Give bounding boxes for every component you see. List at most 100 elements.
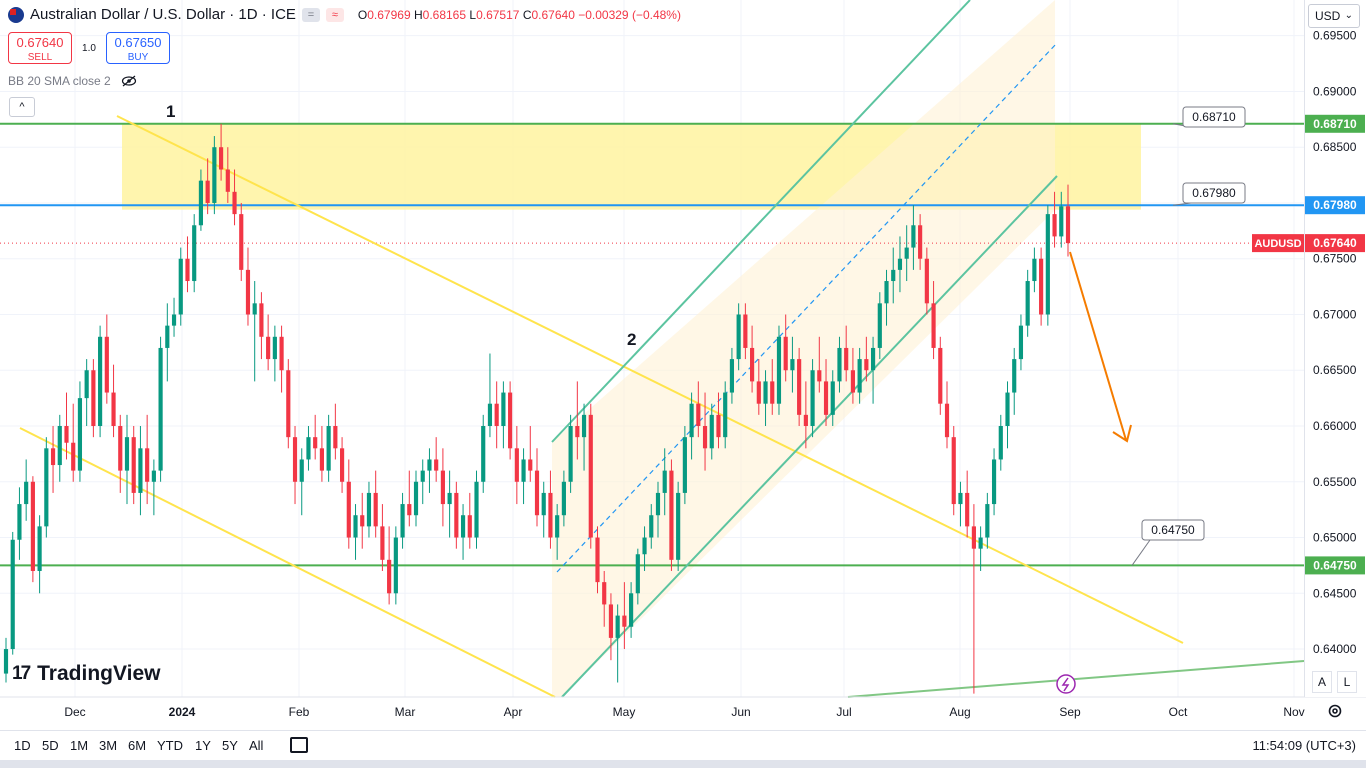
price-axis[interactable]: 0.64000 0.64500 0.65000 0.65500 0.66000 0.665… — [1304, 0, 1366, 697]
period-1y[interactable]: 1Y — [195, 738, 211, 753]
candle-body — [266, 336, 271, 360]
candle-body — [306, 437, 311, 460]
candle-body — [427, 459, 432, 471]
candle-body — [830, 381, 835, 415]
price-callout-box — [1141, 519, 1205, 541]
candle-body — [924, 258, 929, 304]
candle-body — [568, 426, 573, 482]
candle-body — [1025, 281, 1030, 326]
candle-body — [138, 448, 143, 493]
period-3m[interactable]: 3M — [99, 738, 118, 753]
candle-body — [467, 515, 472, 538]
candle-body — [77, 398, 83, 471]
candle-body — [151, 470, 156, 482]
candle-body — [84, 370, 89, 399]
candle-body — [252, 303, 257, 315]
candle-body — [716, 414, 721, 438]
period-1m[interactable]: 1M — [70, 738, 89, 753]
sell-button[interactable]: 0.67640 SELL — [8, 32, 72, 64]
time-tick-label: Sep — [1059, 705, 1081, 719]
period-6m[interactable]: 6M — [128, 738, 147, 753]
lightning-glyph — [1061, 677, 1070, 692]
period-5y[interactable]: 5Y — [222, 738, 238, 753]
candle-body — [944, 403, 950, 438]
symbol-title[interactable]: Australian Dollar / U.S. Dollar · 1D · I… — [30, 6, 296, 23]
candle-body — [454, 492, 459, 538]
clock-readout[interactable]: 11:54:09 (UTC+3) — [1252, 738, 1356, 753]
candle-body — [723, 392, 728, 438]
channel-upper-line — [551, 0, 971, 443]
candle-body — [131, 437, 136, 493]
candle-body — [508, 392, 513, 449]
time-tick-label: Mar — [395, 705, 416, 719]
candle-body — [736, 314, 741, 360]
candle-body — [501, 392, 506, 427]
low-value: 0.67517 — [476, 7, 520, 22]
period-5d[interactable]: 5D — [42, 738, 59, 753]
eye-hidden-icon[interactable] — [121, 75, 137, 87]
price-callout-text: 0.68710 — [1192, 110, 1236, 124]
candle-body — [581, 414, 587, 438]
projection-arrow-line — [1069, 251, 1127, 441]
collapse-legend-button[interactable]: ^ — [9, 97, 35, 117]
candle-body — [346, 481, 351, 538]
candle-body — [232, 191, 237, 215]
candle-body — [1045, 214, 1050, 315]
candle-body — [797, 359, 802, 415]
candle-body — [286, 370, 291, 438]
wave-label-2: 2 — [627, 330, 636, 349]
period-all[interactable]: All — [249, 738, 264, 753]
candle-body — [642, 537, 647, 555]
buy-button[interactable]: 0.67650 BUY — [106, 32, 170, 64]
calendar-icon[interactable] — [290, 737, 308, 753]
source-toggle-button[interactable]: = — [301, 7, 320, 22]
candle-body — [373, 492, 378, 527]
open-label: O — [357, 7, 368, 22]
candle-body — [884, 281, 889, 304]
candle-body — [474, 481, 479, 538]
compare-toggle-button[interactable]: ≈ — [325, 7, 344, 22]
ohlc-readout: O0.67969 H0.68165 L0.67517 C0.67640 −0.0… — [358, 8, 681, 22]
brand-name: TradingView — [37, 662, 161, 685]
period-ytd[interactable]: YTD — [157, 738, 183, 753]
chart-canvas[interactable]: 1 2 0.68710 0.67980 0.64750 AUDUSD Dec 2024 Feb… — [0, 0, 1366, 730]
price-axis-tag — [1305, 196, 1365, 215]
gear-icon[interactable] — [1327, 703, 1343, 719]
price-tick-label: 0.65500 — [1313, 475, 1357, 489]
candle-body — [1052, 214, 1057, 237]
candle-body — [709, 414, 714, 449]
auto-scale-button[interactable]: A — [1312, 671, 1332, 693]
change-value: −0.00329 (−0.48%) — [578, 7, 681, 22]
candle-body — [561, 481, 566, 516]
candle-body — [158, 347, 163, 471]
time-tick-label: Aug — [949, 705, 970, 719]
candle-body — [24, 481, 29, 505]
log-scale-button[interactable]: L — [1337, 671, 1357, 693]
candle-body — [3, 649, 9, 674]
candle-body — [649, 515, 654, 538]
projection-arrow-head — [1112, 424, 1132, 443]
candle-body — [1018, 325, 1024, 360]
indicator-legend[interactable]: BB 20 SMA close 2 — [8, 74, 137, 88]
price-axis-tag — [1305, 114, 1365, 133]
candle-body — [662, 470, 667, 493]
candle-body — [245, 269, 251, 315]
currency-selector[interactable]: USD ⌄ — [1308, 4, 1360, 28]
candle-body — [400, 504, 405, 538]
candle-body — [622, 615, 627, 627]
candle-body — [971, 526, 976, 549]
candle-body — [434, 459, 439, 471]
candle-body — [272, 336, 277, 360]
price-tick-label: 0.69000 — [1313, 84, 1357, 98]
period-1d[interactable]: 1D — [14, 738, 31, 753]
candle-body — [998, 426, 1003, 460]
candle-body — [447, 492, 452, 505]
candle-body — [978, 537, 983, 549]
candle-body — [30, 481, 35, 571]
candle-body — [71, 442, 76, 471]
price-tick-label: 0.64000 — [1313, 642, 1357, 656]
candle-body — [1065, 206, 1071, 244]
candle-body — [911, 225, 916, 248]
candle-body — [608, 604, 614, 638]
wedge-upper-line — [116, 115, 1184, 644]
